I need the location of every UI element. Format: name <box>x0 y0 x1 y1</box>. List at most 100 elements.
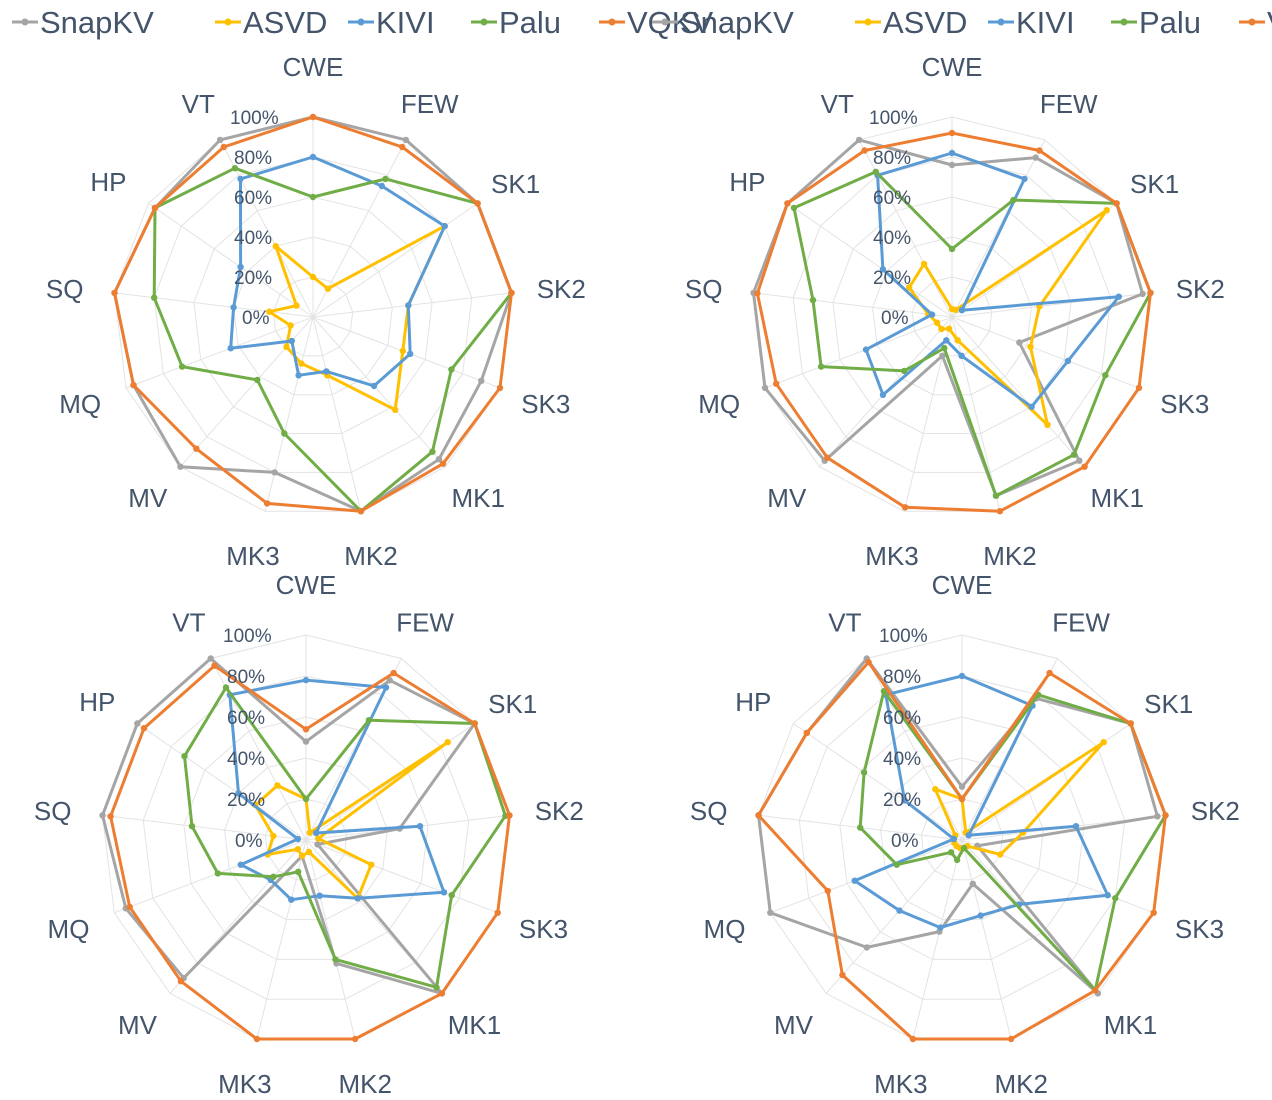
data-point <box>237 175 244 183</box>
data-point <box>107 813 114 820</box>
data-point <box>177 463 184 470</box>
data-point <box>471 720 478 727</box>
grid-ring <box>798 675 1126 1000</box>
tick-label: 60% <box>873 188 911 209</box>
data-point <box>851 877 858 884</box>
legend-item-asvd: ASVD <box>855 5 967 40</box>
data-point <box>965 832 972 839</box>
series-asvd <box>266 222 448 413</box>
tick-label: 20% <box>227 790 265 811</box>
tick-label: 60% <box>883 708 921 729</box>
grid-ring <box>839 716 1085 960</box>
data-point <box>928 311 936 318</box>
grid-spoke <box>961 839 1012 1040</box>
axis-label: MK2 <box>983 541 1036 571</box>
data-point <box>997 851 1004 858</box>
axis-label: SK1 <box>488 689 537 719</box>
data-point <box>773 380 780 387</box>
data-point <box>433 984 440 991</box>
data-point <box>906 284 913 291</box>
data-point <box>227 345 234 352</box>
axis-label: SK1 <box>1130 169 1179 199</box>
legend-marker <box>864 18 872 26</box>
data-point <box>1064 357 1072 365</box>
legend-label: ASVD <box>883 5 967 40</box>
series-line <box>113 115 513 513</box>
data-point <box>938 325 945 333</box>
data-point <box>953 856 961 864</box>
axis-label: MQ <box>704 914 746 944</box>
data-point <box>188 823 196 830</box>
data-point <box>214 870 221 877</box>
tick-label: 100% <box>230 108 279 129</box>
tick-label: 80% <box>227 667 265 688</box>
data-point <box>1007 1035 1015 1043</box>
series-kivi <box>227 153 448 390</box>
data-point <box>958 352 965 359</box>
data-point <box>295 868 302 875</box>
data-point <box>1021 175 1028 183</box>
data-point <box>130 381 137 389</box>
data-point <box>315 835 322 842</box>
axis-label: FEW <box>1052 607 1110 637</box>
legend-item-snapkv: SnapKV <box>12 5 154 40</box>
axis-label: VT <box>821 89 854 119</box>
data-point <box>1016 339 1023 346</box>
axis-label: MK3 <box>218 1069 271 1099</box>
data-point <box>1147 289 1154 297</box>
data-point <box>755 812 762 819</box>
legend-label: SnapKV <box>40 5 154 40</box>
series-palu <box>790 168 1154 499</box>
data-point <box>253 1035 261 1043</box>
data-point <box>390 669 397 677</box>
data-point <box>896 907 903 914</box>
data-point <box>1010 196 1017 204</box>
data-point <box>309 193 317 201</box>
series-vqkv <box>754 129 1154 515</box>
data-point <box>950 835 958 843</box>
data-point <box>1046 669 1053 677</box>
data-point <box>1150 909 1157 916</box>
data-point <box>943 337 950 344</box>
data-point <box>309 153 317 161</box>
data-point <box>809 296 817 304</box>
data-point <box>958 672 966 680</box>
legend-item-kivi: KIVI <box>988 5 1075 40</box>
data-point <box>354 895 361 902</box>
data-point <box>920 260 928 268</box>
data-point <box>754 290 761 297</box>
grid-spoke <box>312 316 362 512</box>
data-point <box>402 136 410 144</box>
legend-item-snapkv: SnapKV <box>652 5 794 40</box>
data-point <box>1100 739 1107 746</box>
grid-ring <box>183 716 429 960</box>
data-point <box>230 304 237 311</box>
grid-spoke <box>753 292 953 318</box>
axis-label: HP <box>735 687 771 717</box>
data-point <box>992 492 1000 499</box>
tick-label: 80% <box>234 148 272 169</box>
data-point <box>817 363 825 370</box>
series-kivi <box>851 672 1111 931</box>
data-point <box>140 725 148 732</box>
series-line <box>757 660 1167 1041</box>
axis-label: MV <box>128 483 168 513</box>
grid-spoke <box>312 292 512 318</box>
data-point <box>302 676 310 684</box>
data-point <box>954 337 961 344</box>
data-point <box>947 849 955 856</box>
data-point <box>263 500 271 507</box>
grid-spoke <box>264 316 314 512</box>
grid-spoke <box>793 723 963 841</box>
data-point <box>309 113 317 121</box>
series-vqkv <box>107 662 513 1043</box>
grid-spoke <box>951 316 1140 389</box>
axis-label: CWE <box>283 52 344 82</box>
legend-marker <box>1248 18 1256 26</box>
data-point <box>1115 293 1123 300</box>
data-point <box>893 861 900 868</box>
data-point <box>1032 154 1039 161</box>
grid-spoke <box>787 202 953 318</box>
data-point <box>506 812 513 819</box>
radar-chart-1: 0% 20% 40% 60% 80% 100% CWE FEW SK1 SK2 SK3 MK1 MK2 M… <box>46 52 586 571</box>
